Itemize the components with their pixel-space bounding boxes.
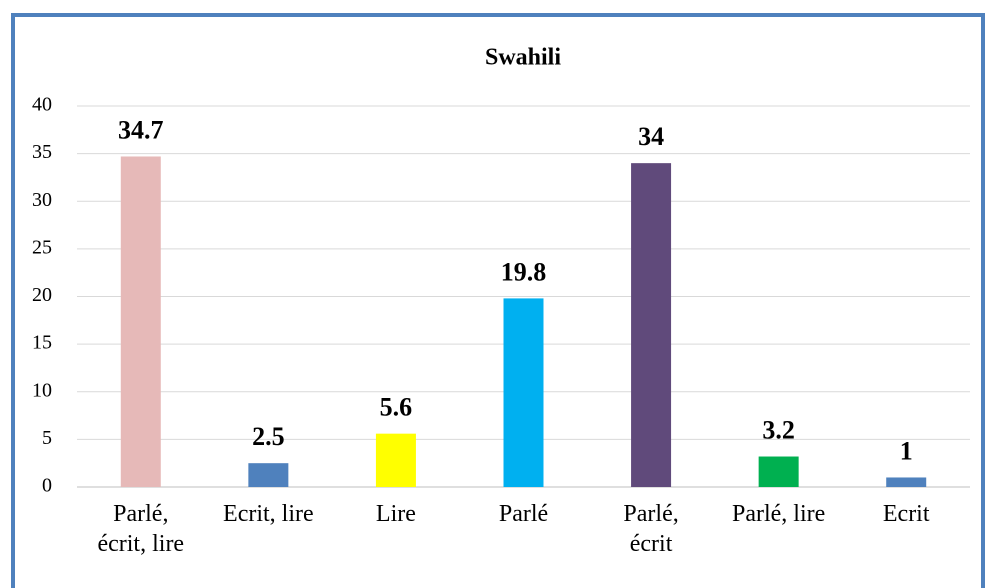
bar: [758, 456, 799, 487]
data-label: 5.6: [380, 393, 413, 422]
chart-title: Swahili: [485, 45, 561, 71]
x-tick-label: Ecrit, lire: [223, 501, 314, 527]
x-tick-label: Parlé, lire: [731, 501, 826, 527]
x-tick-label: Parlé, écrit: [623, 501, 679, 557]
y-tick-label: 30: [32, 189, 52, 211]
bar: [120, 156, 161, 488]
bar: [886, 477, 927, 487]
bar: [503, 298, 544, 487]
x-tick-label: Ecrit: [882, 501, 930, 527]
y-tick-label: 15: [32, 332, 52, 354]
y-tick-label: 20: [32, 284, 52, 306]
data-label: 19.8: [501, 257, 547, 286]
bar: [248, 463, 289, 487]
data-label: 34: [638, 122, 664, 151]
x-tick-label: Parlé: [498, 501, 549, 527]
data-label: 3.2: [762, 415, 795, 444]
y-tick-label: 0: [42, 475, 52, 497]
data-label: 2.5: [252, 422, 285, 451]
x-tick-label: Lire: [375, 501, 416, 527]
y-tick-label: 40: [32, 94, 52, 116]
y-tick-label: 35: [32, 141, 52, 163]
data-label: 1: [900, 436, 913, 465]
bar: [375, 433, 416, 487]
y-tick-label: 10: [32, 379, 52, 401]
y-tick-label: 25: [32, 236, 52, 258]
y-tick-label: 5: [42, 427, 52, 449]
x-tick-label: Parlé, écrit, lire: [97, 501, 185, 557]
data-label: 34.7: [118, 115, 164, 144]
bar: [631, 163, 672, 487]
